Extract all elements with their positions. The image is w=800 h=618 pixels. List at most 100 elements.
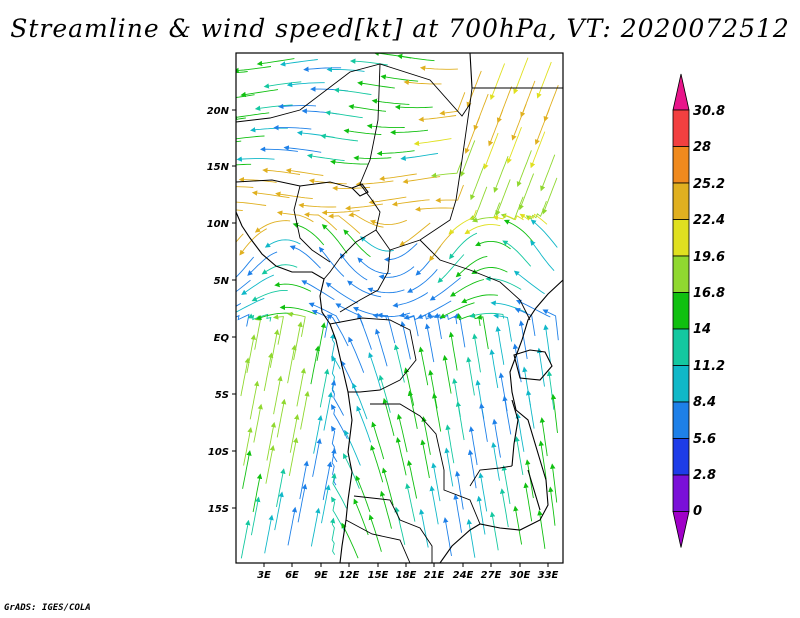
streamline [430, 161, 462, 179]
streamline [310, 507, 321, 547]
streamline [546, 370, 555, 410]
streamline [548, 486, 556, 526]
streamline [455, 470, 464, 510]
streamline [251, 190, 290, 199]
streamline [424, 323, 435, 363]
streamline [499, 488, 509, 528]
streamline [320, 133, 359, 142]
latitude-axis: 20N 15N 10N 5N EQ 5S 10S 15S [207, 106, 236, 515]
streamline [330, 159, 368, 165]
streamline [448, 331, 458, 371]
software-credit: GrADS: IGES/COLA [4, 603, 91, 613]
streamline [418, 115, 457, 122]
streamline [515, 299, 551, 318]
streamline [319, 368, 330, 408]
streamline [450, 279, 485, 297]
streamline [502, 395, 512, 435]
streamline [286, 81, 325, 88]
streamline [331, 448, 337, 486]
streamline [321, 209, 360, 216]
lat-label-10s: 10S [208, 447, 229, 458]
streamline [493, 156, 509, 193]
streamline [348, 211, 384, 228]
streamline [240, 357, 250, 397]
streamline [515, 412, 525, 452]
streamline [523, 482, 533, 522]
streamline [325, 110, 363, 119]
streamline [262, 167, 301, 175]
streamline [485, 276, 522, 290]
streamline [357, 257, 391, 275]
streamline [250, 127, 288, 133]
streamline [538, 440, 547, 480]
streamline [287, 344, 297, 384]
colorbar-segments [672, 73, 690, 548]
streamline [514, 307, 536, 336]
streamline [236, 297, 265, 316]
streamline [236, 71, 248, 74]
streamline [526, 389, 535, 429]
colorbar-segment [672, 365, 690, 403]
streamline [421, 416, 431, 455]
streamline [377, 312, 396, 344]
colorbar-label-19-6: 19.6 [693, 250, 725, 265]
streamline [339, 253, 368, 281]
streamline [464, 117, 480, 154]
lon-label-33e: 33E [538, 570, 559, 581]
streamline [519, 213, 548, 225]
lon-label-24e: 24E [453, 570, 474, 581]
streamline [369, 219, 407, 226]
streamline [467, 449, 477, 489]
streamline [311, 309, 330, 338]
streamline [292, 222, 325, 246]
streamline [312, 438, 322, 477]
streamline [274, 281, 312, 292]
colorbar-segment [672, 182, 690, 220]
colorbar-label-11-2: 11.2 [693, 359, 725, 374]
streamline [506, 127, 522, 164]
streamline [236, 256, 255, 278]
streamline [263, 352, 274, 392]
streamline [274, 491, 284, 531]
streamline [472, 202, 501, 223]
streamline [265, 445, 276, 484]
streamline [400, 320, 411, 360]
map-frame-bg [236, 53, 563, 563]
lat-label-eq: EQ [214, 333, 230, 344]
colorbar: 30.8 28 25.2 22.4 19.6 16.8 14 11.2 8.4 … [672, 73, 725, 548]
streamline [236, 209, 243, 212]
colorbar-segment [672, 401, 690, 439]
streamline [239, 228, 267, 256]
streamline [540, 154, 556, 192]
streamline [518, 173, 535, 211]
streamline [371, 98, 410, 105]
streamline [396, 53, 435, 62]
streamline [431, 462, 441, 502]
streamline [455, 401, 465, 441]
streamline [375, 328, 388, 367]
streamline [390, 129, 429, 136]
streamline [303, 66, 342, 72]
streamline [341, 522, 359, 559]
streamline [469, 312, 505, 319]
colorbar-segment [672, 292, 690, 330]
streamline [419, 65, 458, 71]
streamline [383, 243, 418, 263]
streamline [353, 498, 369, 536]
streamline [266, 421, 277, 461]
streamline [347, 280, 382, 298]
streamline [417, 300, 452, 319]
streamline [460, 140, 476, 178]
streamline [420, 439, 430, 479]
lon-label-12e: 12E [339, 570, 360, 581]
streamline [516, 150, 532, 188]
lat-label-5n: 5N [214, 276, 230, 287]
streamline [536, 61, 552, 99]
streamline [489, 511, 499, 551]
streamline [530, 219, 558, 248]
country-borders [236, 63, 531, 563]
streamline [259, 146, 298, 152]
streamline [370, 444, 384, 483]
streamline [288, 437, 299, 476]
streamline [300, 390, 310, 430]
